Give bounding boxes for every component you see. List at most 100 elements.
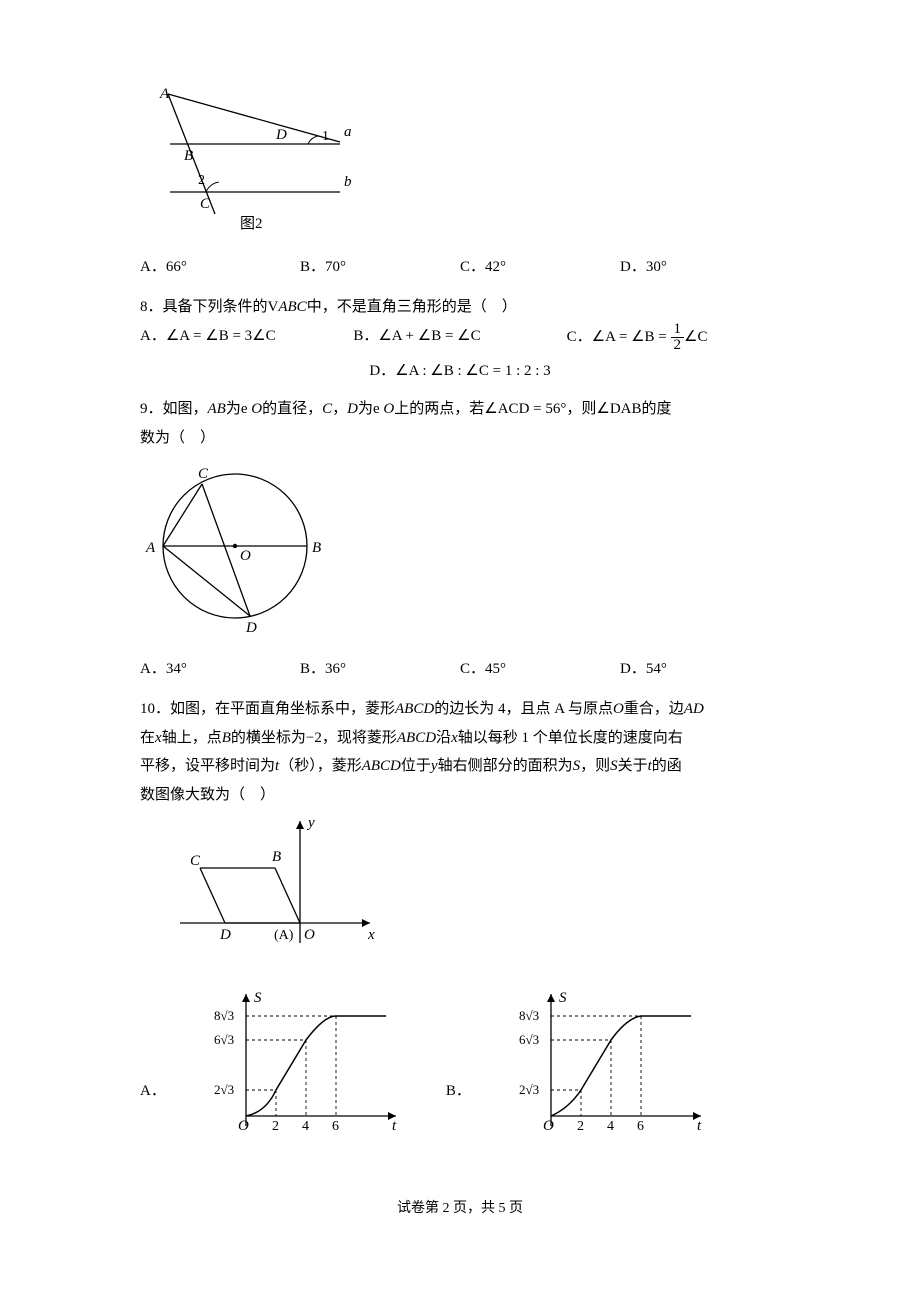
- q10-3c: 位于: [401, 758, 431, 774]
- q8-stem-b: 中，不是直角三角形的是（ ）: [307, 299, 517, 315]
- q10b-t: t: [697, 1118, 702, 1134]
- q10b-v2: 6√3: [519, 1032, 539, 1047]
- q7-opt-c: C．42°: [460, 253, 620, 282]
- q10-diagram: C B D (A) O x y: [170, 813, 780, 974]
- q8-c-left: ∠A = ∠B =: [592, 328, 671, 344]
- q10a-v1: 2√3: [214, 1082, 234, 1097]
- q7-opt-b: B．70°: [300, 253, 460, 282]
- q10b-x2: 4: [607, 1119, 614, 1134]
- q10-abcd: ABCD: [395, 701, 434, 717]
- q10a-t: t: [392, 1118, 397, 1134]
- q10d-y: y: [306, 815, 315, 831]
- q9-opt-d: D．54°: [620, 655, 780, 684]
- q10-2f: 轴以每秒 1 个单位长度的速度向右: [458, 730, 683, 746]
- fig2-label-b: B: [184, 148, 193, 164]
- fig2-label-line-a: a: [344, 124, 352, 140]
- q8-abc: ABC: [278, 299, 306, 315]
- q10-x: x: [155, 730, 162, 746]
- q9-o1: O: [251, 401, 262, 417]
- fig2-label-line-b: b: [344, 174, 352, 190]
- q10-y: y: [431, 758, 438, 774]
- q10b-s: S: [559, 990, 567, 1006]
- q7-opt-d: D．30°: [620, 253, 780, 282]
- q9-lbl-d: D: [245, 620, 257, 636]
- q9-s4: ，: [332, 401, 347, 417]
- q9-lbl-a: A: [145, 540, 156, 556]
- q10-opt-a-label: A．: [140, 1077, 166, 1136]
- q10-diag-svg: C B D (A) O x y: [170, 813, 390, 963]
- q7-opt-a: A．66°: [140, 253, 300, 282]
- q10-s: S: [573, 758, 581, 774]
- q10-x2: x: [451, 730, 458, 746]
- q8-d-pre: D．: [369, 363, 395, 379]
- q10b-o: O: [543, 1118, 554, 1134]
- q10-3e: ，则: [580, 758, 610, 774]
- q10b-v1: 2√3: [519, 1082, 539, 1097]
- q10-3d: 轴右侧部分的面积为: [438, 758, 573, 774]
- fig2-label-1: 1: [322, 129, 329, 144]
- fig2-svg: A B D a 1 2 C b 图2: [140, 84, 360, 234]
- q10a-v3: 8√3: [214, 1008, 234, 1023]
- q8-stem-a: 8．具备下列条件的V: [140, 299, 278, 315]
- q9-figure: C A B O D: [140, 456, 780, 647]
- fig2-caption: 图2: [240, 215, 263, 232]
- q8-b-math: ∠A + ∠B = ∠C: [378, 328, 480, 344]
- q9-lbl-o: O: [240, 548, 251, 564]
- q9-s7: ，则: [566, 401, 596, 417]
- q10a-o: O: [238, 1118, 249, 1134]
- q10-2a: 在: [140, 730, 155, 746]
- q9-s5: 为e: [358, 401, 383, 417]
- q8-c-pre: C．: [567, 328, 592, 344]
- q7-choices: A．66° B．70° C．42° D．30°: [140, 253, 780, 282]
- q10-b: B: [222, 730, 231, 746]
- q10-3f: 关于: [618, 758, 648, 774]
- q9: 9．如图，AB为e O的直径，C，D为e O上的两点，若∠ACD = 56°，则…: [140, 395, 780, 424]
- q8: 8．具备下列条件的VABC中，不是直角三角形的是（ ）: [140, 293, 780, 322]
- q10-3g: 的函: [652, 758, 682, 774]
- q9-ab: AB: [208, 401, 226, 417]
- q8-c-frac: 12: [671, 322, 685, 353]
- fig2-label-a: A: [159, 86, 170, 102]
- q8-opt-b: B．∠A + ∠B = ∠C: [353, 322, 566, 353]
- q10d-d: D: [219, 927, 231, 943]
- q8-c-right: ∠C: [684, 328, 707, 344]
- q10-3b: （秒），菱形: [279, 758, 362, 774]
- q10-s2: S: [610, 758, 618, 774]
- q10b-v3: 8√3: [519, 1008, 539, 1023]
- q9-choices: A．34° B．36° C．45° D．54°: [140, 655, 780, 684]
- q9-opt-b: B．36°: [300, 655, 460, 684]
- q10-l3: 平移，设平移时间为t（秒），菱形ABCD位于y轴右侧部分的面积为S，则S关于t的…: [140, 752, 780, 781]
- q10-1b: 的边长为 4，且点 A 与原点: [434, 701, 613, 717]
- q10d-b: B: [272, 849, 281, 865]
- q9-lbl-c: C: [198, 466, 209, 482]
- q9-s8: 的度: [642, 401, 672, 417]
- fig2-label-c: C: [200, 196, 211, 212]
- fig2-label-2: 2: [198, 173, 205, 188]
- q8-a-pre: A．: [140, 328, 166, 344]
- q9-d: D: [347, 401, 358, 417]
- q10b-x1: 2: [577, 1119, 584, 1134]
- q9-lbl-b: B: [312, 540, 321, 556]
- q9-o2: O: [383, 401, 394, 417]
- q8-c-den: 2: [671, 338, 685, 353]
- q9-opt-c: C．45°: [460, 655, 620, 684]
- q8-opt-c: C．∠A = ∠B = 12∠C: [567, 322, 780, 353]
- q8-c-num: 1: [671, 322, 685, 338]
- q10-o: O: [613, 701, 624, 717]
- q9-line2: 数为（ ）: [140, 424, 780, 453]
- q10-3a: 平移，设平移时间为: [140, 758, 275, 774]
- q10d-o: O: [304, 927, 315, 943]
- q10-opts: A． S t O 2 4 6 2√3 6√3 8√3 B． S t: [140, 986, 780, 1136]
- q8-d-math: ∠A : ∠B : ∠C = 1 : 2 : 3: [395, 363, 551, 379]
- q8-a-math: ∠A = ∠B = 3∠C: [166, 328, 276, 344]
- q10a-x2: 4: [302, 1119, 309, 1134]
- q10-graph-a: S t O 2 4 6 2√3 6√3 8√3: [206, 986, 406, 1136]
- q9-s2: 为e: [226, 401, 251, 417]
- q8-opt-a: A．∠A = ∠B = 3∠C: [140, 322, 353, 353]
- q9-s3: 的直径，: [262, 401, 322, 417]
- q9-s6: 上的两点，若: [394, 401, 484, 417]
- q9-opt-a: A．34°: [140, 655, 300, 684]
- q10a-x3: 6: [332, 1119, 339, 1134]
- q10a-v2: 6√3: [214, 1032, 234, 1047]
- q10-neg2: −2: [306, 730, 322, 746]
